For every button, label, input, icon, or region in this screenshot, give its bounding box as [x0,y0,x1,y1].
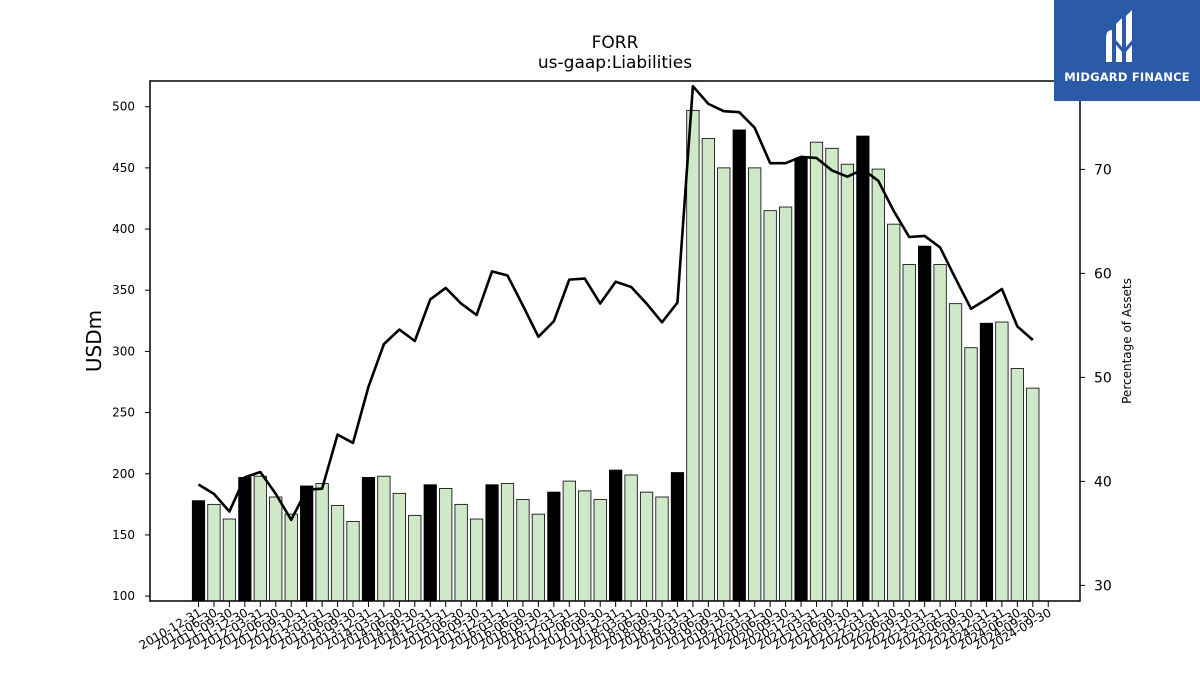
chart-title: FORR [592,33,639,53]
bar-2016-03-31 [516,499,530,602]
bar-2021-03-31 [825,147,839,602]
bar-2015-09-30 [485,484,499,602]
y2-tick-label: 70 [1094,162,1112,178]
bar-2011-09-30 [238,477,252,602]
y-tick-label: 250 [112,406,135,420]
bar-2023-03-31 [948,303,963,602]
x-axis: 2010-12-312011-06-302011-09-302011-12-30… [137,601,1054,652]
bar-2014-06-30 [408,514,422,602]
bar-2020-03-31 [763,210,777,602]
bar-2012-09-30 [300,485,314,602]
bar-2017-06-30 [593,499,607,602]
bar-2022-06-30 [902,264,916,602]
bar-2013-09-30 [361,477,376,602]
y2-axis-label: Percentage of Assets [1120,278,1134,404]
bars-group [191,109,1040,602]
bar-2023-09-30 [979,322,994,602]
bar-2012-12-31 [315,483,329,602]
y2-tick-label: 30 [1094,578,1112,594]
bar-2020-12-31 [809,141,824,602]
bar-2012-06-30 [284,513,298,602]
bar-2019-03-31 [701,138,715,602]
y-axis: 100 150 200 250 300 350 400 450 500 [112,100,150,603]
bar-2014-03-31 [392,492,406,602]
bar-2018-09-30 [670,472,685,602]
y-tick-label: 100 [112,589,135,603]
y-tick-label: 350 [112,283,135,297]
bar-2020-09-30 [794,157,808,602]
y-tick-label: 450 [112,161,135,175]
plot-frame [149,80,1081,602]
bar-2018-03-31 [639,491,654,602]
y-tick-label: 300 [112,344,135,358]
bar-2019-06-30 [717,167,731,602]
y-tick-label: 200 [112,467,135,481]
bar-2015-12-31 [500,483,515,602]
line-group [197,84,1034,522]
bar-2022-03-31 [887,223,901,602]
bar-2021-09-30 [856,135,870,602]
bar-2022-12-31 [933,264,947,602]
bar-2019-12-31 [748,167,762,602]
bar-2024-06-30 [1026,387,1040,602]
bar-2011-12-31 [253,475,267,602]
bar-2011-06-30 [222,518,236,602]
bar-2014-12-31 [439,488,453,602]
bar-2023-06-30 [964,347,978,602]
chart-subtitle: us-gaap:Liabilities [538,53,692,73]
logo-mark-icon [1106,10,1136,62]
bar-2019-09-30 [732,129,746,602]
bar-2021-06-30 [840,163,855,602]
bar-2011-03-31 [207,503,221,602]
percentage-line [197,84,1034,522]
bar-2016-12-31 [562,480,576,602]
bar-2012-03-31 [269,496,283,602]
y2-tick-label: 50 [1094,370,1112,386]
bar-2017-09-30 [609,469,623,602]
bar-2016-06-30 [531,513,546,602]
bar-2024-03-31 [1010,368,1024,602]
bar-2010-12-31 [191,500,206,602]
bar-2021-12-31 [871,168,885,602]
y2-axis: 30 40 50 60 70 [1080,162,1112,594]
bar-2014-09-30 [423,484,437,602]
brand-logo: MIDGARD FINANCE [1054,0,1200,101]
bar-2017-03-31 [578,490,592,602]
y2-tick-label: 40 [1094,474,1112,490]
bar-2022-09-30 [918,245,932,602]
bar-2018-12-31 [686,109,700,602]
y-tick-label: 150 [112,528,135,542]
bar-2023-12-31 [995,321,1009,602]
bar-2017-12-31 [624,474,638,602]
y-tick-label: 500 [112,100,135,114]
y-tick-label: 400 [112,222,135,236]
bar-2018-06-30 [655,496,669,602]
y2-tick-label: 60 [1094,266,1112,282]
bar-2015-06-30 [469,518,484,602]
logo-text: MIDGARD FINANCE [1064,70,1190,84]
bar-2016-09-30 [547,491,561,602]
bar-2013-12-31 [377,475,391,602]
bar-2013-03-31 [330,505,345,602]
bar-2015-03-31 [454,503,468,602]
bar-2020-06-30 [779,206,793,602]
bar-2013-06-30 [346,521,360,602]
y-axis-label: USDm [82,310,106,372]
